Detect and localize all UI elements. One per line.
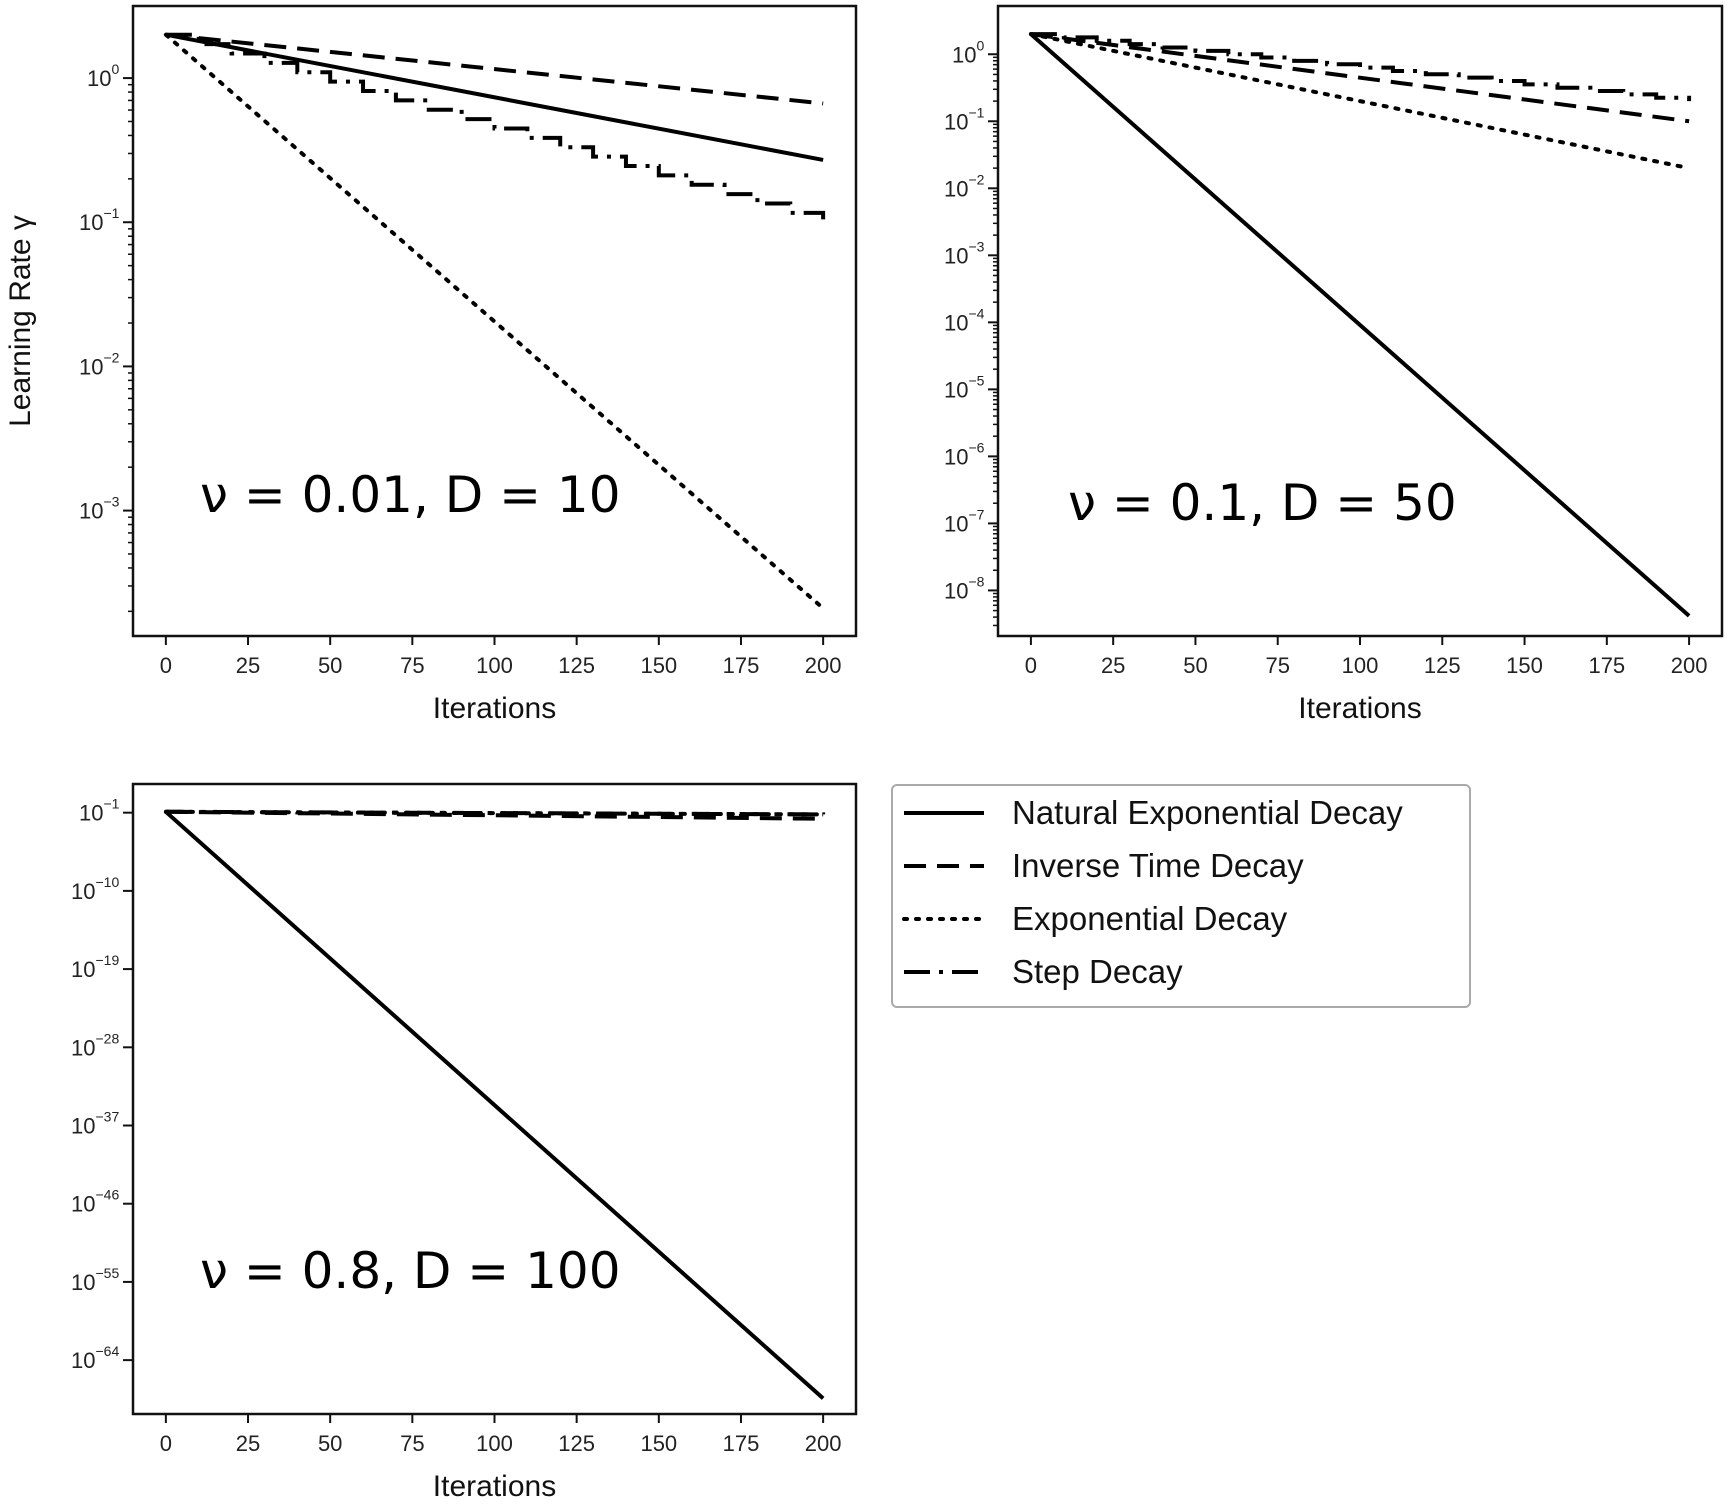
x-tick-label: 25 xyxy=(236,653,260,678)
y-tick-label: 10−6 xyxy=(944,439,985,469)
x-tick-label: 175 xyxy=(723,1431,760,1456)
x-axis-label: Iterations xyxy=(1298,692,1421,725)
y-tick-label: 10−4 xyxy=(944,305,985,335)
y-tick-label: 10−1 xyxy=(79,796,120,826)
x-tick-label: 75 xyxy=(400,653,424,678)
x-tick-label: 50 xyxy=(318,653,342,678)
panel-annotation: ν = 0.8, D = 100 xyxy=(200,1242,621,1300)
x-tick-label: 150 xyxy=(1506,653,1543,678)
x-tick-label: 25 xyxy=(236,1431,260,1456)
x-tick-label: 125 xyxy=(558,1431,595,1456)
y-tick-label: 10−5 xyxy=(944,372,985,402)
y-tick-label: 10−19 xyxy=(71,952,119,982)
x-tick-label: 175 xyxy=(1588,653,1625,678)
x-tick-label: 0 xyxy=(160,653,172,678)
y-tick-label: 10−55 xyxy=(71,1265,119,1295)
chart-panel-2: 0 25 50 75 100 125 150 175 200 100 10−1 10−2 10−3 10−… xyxy=(944,4,1724,725)
y-tick-label: 10−2 xyxy=(79,349,120,379)
x-tick-label: 125 xyxy=(558,653,595,678)
x-tick-label: 0 xyxy=(160,1431,172,1456)
x-tick-label: 50 xyxy=(318,1431,342,1456)
x-tick-label: 200 xyxy=(1671,653,1708,678)
x-tick-label: 0 xyxy=(1025,653,1037,678)
x-tick-label: 50 xyxy=(1183,653,1207,678)
x-tick-label: 100 xyxy=(476,1431,513,1456)
legend-label: Natural Exponential Decay xyxy=(1012,794,1403,831)
x-tick-label: 150 xyxy=(640,653,677,678)
plot-frame xyxy=(131,782,858,1416)
panel-annotation: ν = 0.1, D = 50 xyxy=(1068,474,1457,532)
x-tick-label: 75 xyxy=(1265,653,1289,678)
x-axis-label: Iterations xyxy=(433,1470,556,1503)
legend-box xyxy=(891,784,1471,1008)
series-group xyxy=(1028,32,1692,618)
x-tick-label: 200 xyxy=(805,1431,842,1456)
series-line-inverse-time-decay xyxy=(1030,32,1690,124)
series-line-step-decay xyxy=(1030,32,1692,102)
y-tick-label: 10−37 xyxy=(71,1109,119,1139)
y-tick-label: 10−2 xyxy=(944,171,985,201)
series-line-inverse-time-decay xyxy=(165,32,824,106)
legend: Natural Exponential Decay Inverse Time De… xyxy=(891,784,1471,1008)
series-line-natural-exponential-decay xyxy=(164,810,825,1400)
x-tick-label: 150 xyxy=(640,1431,677,1456)
y-tick-label: 10−64 xyxy=(71,1343,119,1373)
legend-label: Inverse Time Decay xyxy=(1012,847,1304,884)
chart-panel-3: 0 25 50 75 100 125 150 175 200 10−1 10−10 10−19 10−2… xyxy=(71,782,858,1503)
series-group xyxy=(163,32,826,611)
panel-annotation: ν = 0.01, D = 10 xyxy=(200,466,621,524)
series-line-natural-exponential-decay xyxy=(165,32,824,162)
series-line-step-decay xyxy=(165,32,826,223)
y-axis-label: Learning Rate γ xyxy=(4,215,37,427)
legend-label: Step Decay xyxy=(1012,953,1183,990)
chart-panel-1: 0 25 50 75 100 125 150 175 200 100 10−1 10−2 10−3 Ite… xyxy=(4,4,858,725)
y-tick-label: 10−8 xyxy=(944,573,985,603)
y-tick-label: 10−3 xyxy=(944,238,985,268)
x-tick-label: 175 xyxy=(723,653,760,678)
y-tick-label: 10−3 xyxy=(79,494,120,524)
y-tick-label: 100 xyxy=(87,61,119,91)
y-tick-label: 10−46 xyxy=(71,1187,119,1217)
x-axis-label: Iterations xyxy=(433,692,556,725)
plot-frame xyxy=(996,4,1724,638)
series-line-exponential-decay xyxy=(163,32,826,611)
plot-frame xyxy=(131,4,858,638)
y-tick-label: 10−7 xyxy=(944,506,985,536)
y-tick-label: 100 xyxy=(952,37,984,67)
y-tick-label: 10−10 xyxy=(71,874,119,904)
series-line-natural-exponential-decay xyxy=(1029,32,1691,618)
x-tick-label: 100 xyxy=(1342,653,1379,678)
legend-label: Exponential Decay xyxy=(1012,900,1288,937)
x-tick-label: 100 xyxy=(476,653,513,678)
x-tick-label: 75 xyxy=(400,1431,424,1456)
series-group xyxy=(163,809,826,1400)
x-tick-label: 200 xyxy=(805,653,842,678)
y-tick-label: 10−1 xyxy=(944,104,985,134)
series-line-exponential-decay xyxy=(1028,32,1692,171)
x-tick-label: 25 xyxy=(1101,653,1125,678)
series-line-step-decay xyxy=(165,809,826,817)
y-tick-label: 10−1 xyxy=(79,205,120,235)
x-tick-label: 125 xyxy=(1424,653,1461,678)
y-tick-label: 10−28 xyxy=(71,1030,119,1060)
